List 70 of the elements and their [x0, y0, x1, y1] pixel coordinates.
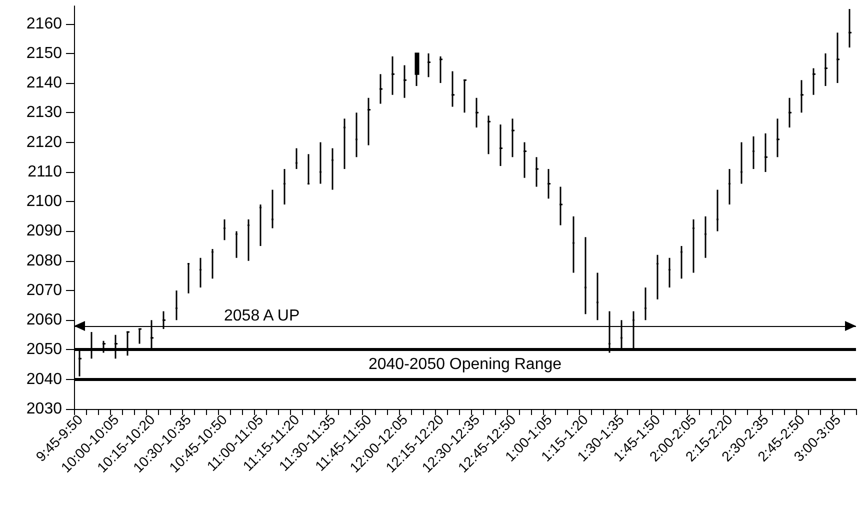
candlestick [306, 153, 310, 185]
candlestick [426, 52, 432, 78]
candlestick [546, 168, 552, 200]
candlestick [246, 218, 250, 262]
candlestick [824, 52, 828, 87]
y-tick-label: 2050 [26, 341, 62, 358]
y-tick-label: 2090 [26, 222, 62, 240]
candlestick [752, 136, 756, 170]
y-tick-label: 2160 [26, 15, 62, 32]
candlestick [716, 188, 720, 232]
candlestick [318, 142, 322, 185]
candlestick [210, 248, 214, 280]
ref-line-label: 2058 A UP [224, 308, 300, 325]
candlestick [366, 97, 372, 146]
candlestick [354, 112, 358, 158]
y-tick-label: 2140 [26, 74, 62, 92]
y-tick-label: 2130 [26, 104, 62, 122]
candlestick [222, 218, 226, 241]
candlestick [438, 56, 444, 84]
candlestick [174, 290, 178, 321]
y-tick-label: 2070 [26, 282, 62, 299]
y-tick-label: 2080 [26, 252, 62, 270]
candlestick [776, 118, 780, 158]
y-tick-label: 2040 [26, 370, 62, 388]
candlestick [848, 8, 852, 48]
candlestick [270, 188, 274, 229]
candlestick [572, 216, 576, 274]
y-tick-label: 2150 [26, 44, 62, 62]
candlestick [234, 230, 238, 259]
candlestick [474, 97, 480, 128]
candlestick [668, 257, 672, 288]
candlestick [764, 132, 768, 173]
candlestick [402, 64, 408, 99]
candlestick [414, 52, 420, 87]
candlestick [186, 263, 190, 294]
candlestick [534, 156, 540, 188]
y-tick-label: 2030 [26, 400, 62, 418]
candlestick [656, 254, 660, 300]
candlestick [390, 56, 396, 96]
annotation: 2040-2050 Opening Range [367, 354, 563, 375]
candlestick [836, 32, 840, 84]
candlestick [704, 216, 708, 259]
y-tick-label: 2100 [26, 193, 62, 210]
candlestick [258, 204, 262, 247]
candlestick [558, 186, 564, 226]
candlestick [584, 236, 588, 315]
candlestick [462, 79, 468, 114]
candlestick [788, 97, 792, 128]
candlestick [812, 67, 816, 96]
candlestick [680, 245, 684, 280]
candlestick [522, 142, 528, 179]
candlestick [294, 147, 298, 170]
candlestick [728, 168, 732, 206]
candlestick [198, 257, 202, 288]
y-tick-label: 2110 [28, 163, 62, 180]
candlestick [486, 114, 492, 155]
candlestick [330, 147, 334, 190]
candlestick [342, 118, 346, 170]
candlestick [378, 73, 384, 105]
candlestick [740, 142, 744, 185]
candlestick [692, 218, 696, 274]
candlestick [282, 168, 286, 206]
candlestick [498, 124, 504, 167]
y-tick-label: 2120 [26, 134, 62, 151]
candlestick [510, 118, 516, 158]
y-tick-label: 2060 [26, 312, 62, 329]
candlestick [450, 70, 456, 108]
candlestick [800, 79, 804, 114]
candlestick [644, 286, 648, 321]
candlestick [596, 272, 600, 321]
